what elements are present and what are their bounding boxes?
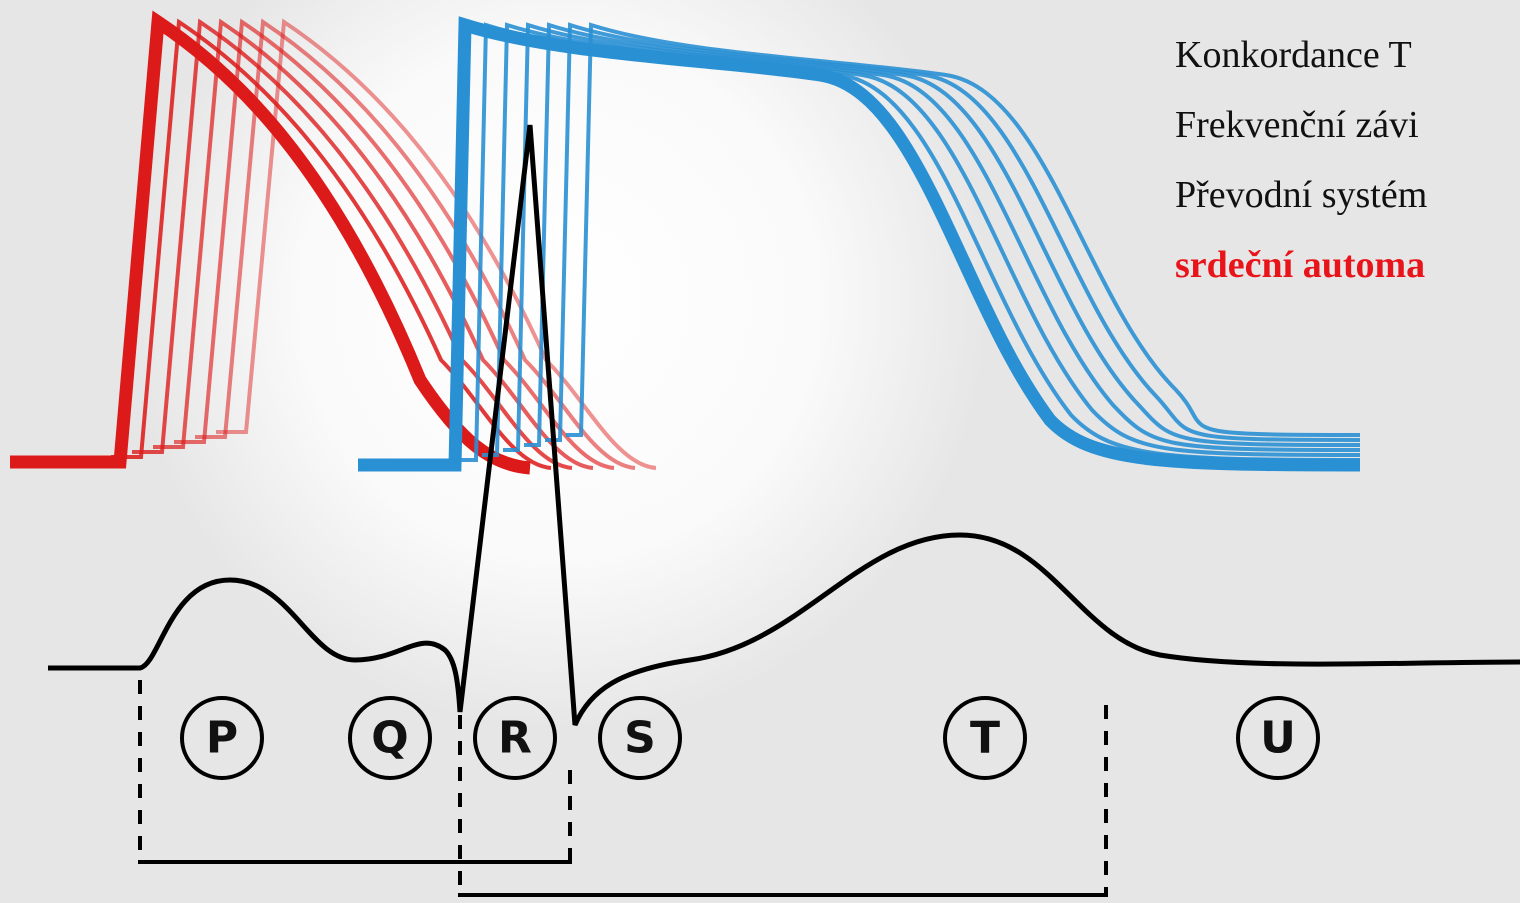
atrial-ap xyxy=(153,18,594,470)
atrial-ap xyxy=(174,18,615,470)
text-line: Převodní systém xyxy=(1175,174,1427,216)
intervals xyxy=(138,680,1108,897)
wave-label: S xyxy=(624,713,656,764)
wave-label: U xyxy=(1260,713,1296,764)
atrial-ap xyxy=(216,18,657,470)
text-line: Konkordance T xyxy=(1175,34,1412,76)
wave-circle xyxy=(1236,696,1320,780)
atrial-ap xyxy=(195,18,636,470)
wave-label: T xyxy=(970,713,1000,764)
wave-circle xyxy=(943,696,1027,780)
atrial-action-potentials xyxy=(10,10,657,475)
wave-label: Q xyxy=(371,713,408,764)
ventricular-ap xyxy=(358,16,1361,472)
wave-label: P xyxy=(206,713,238,764)
text-line: Frekvenční závi xyxy=(1175,104,1419,146)
wave-circle xyxy=(180,696,264,780)
ecg-trace xyxy=(48,124,1520,726)
ventricular-ap xyxy=(503,22,1361,452)
ventricular-action-potentials xyxy=(358,16,1361,472)
ventricular-ap xyxy=(524,22,1361,447)
atrial-ap xyxy=(10,10,531,475)
wave-circle xyxy=(598,696,682,780)
ventricular-ap xyxy=(545,22,1361,442)
atrial-ap xyxy=(111,18,552,470)
text-line: srdeční automa xyxy=(1175,244,1425,286)
wave-circle xyxy=(348,696,432,780)
atrial-ap xyxy=(132,18,573,470)
wave-circle xyxy=(473,696,557,780)
ventricular-ap xyxy=(566,22,1361,437)
wave-label: R xyxy=(498,713,532,764)
